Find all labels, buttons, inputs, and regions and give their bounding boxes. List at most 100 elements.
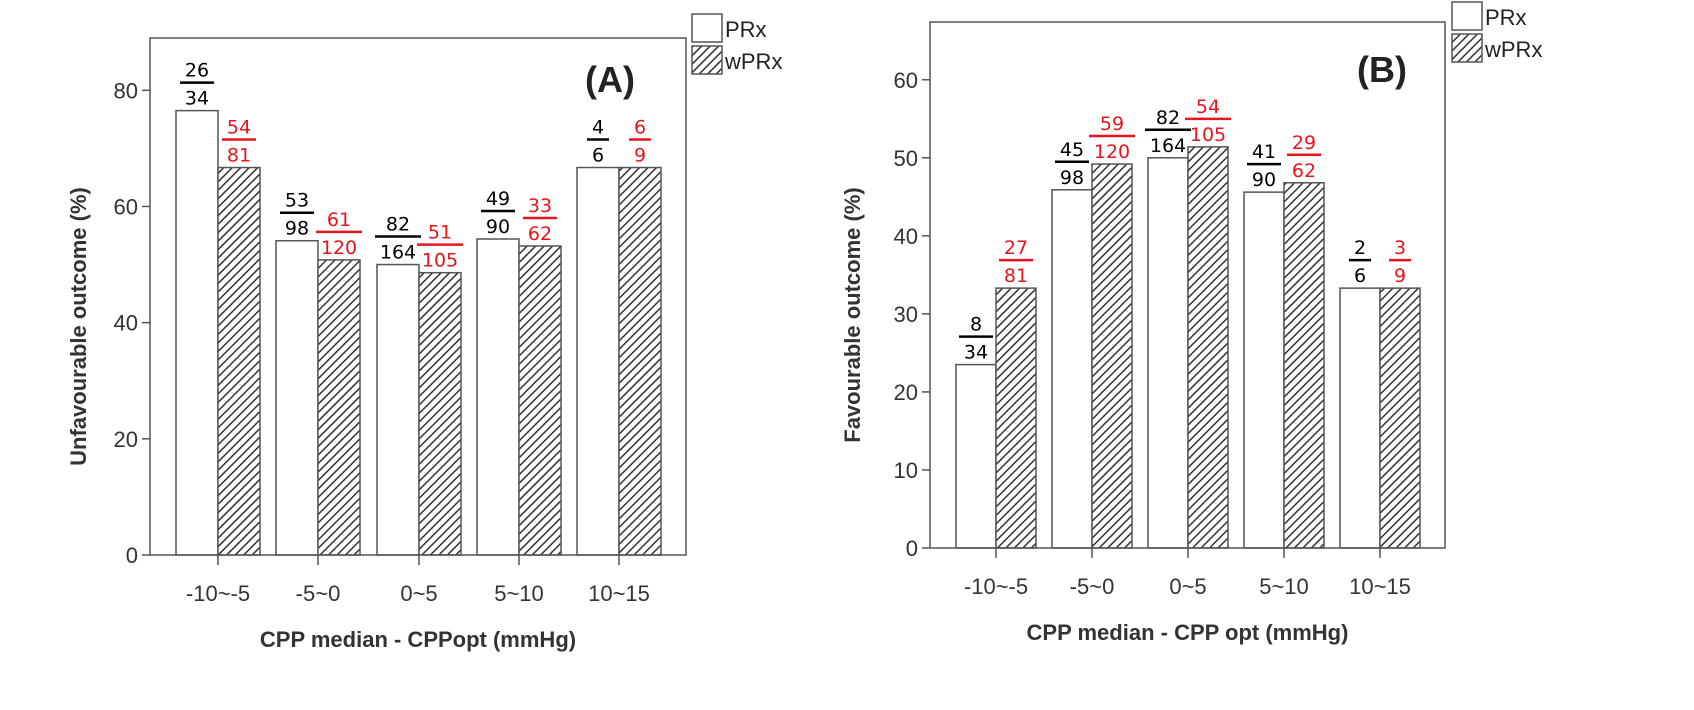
fraction-denominator: 98 bbox=[285, 218, 309, 240]
bar-prx-4 bbox=[1339, 287, 1381, 549]
bar-wprx-1 bbox=[317, 259, 361, 556]
y-tick-label: 0 bbox=[906, 536, 918, 561]
bar-prx-3 bbox=[1243, 191, 1285, 549]
fraction-numerator: 45 bbox=[1060, 139, 1084, 161]
legend: PRx wPRx bbox=[691, 13, 782, 75]
y-axis-label: Unfavourable outcome (%) bbox=[66, 187, 91, 466]
y-tick-label: 40 bbox=[894, 224, 918, 249]
bar-wprx-1 bbox=[1091, 163, 1133, 549]
fraction-numerator: 29 bbox=[1292, 132, 1316, 154]
x-tick-label: 10~15 bbox=[588, 581, 650, 606]
x-tick-label: -10~-5 bbox=[186, 581, 250, 606]
y-tick-label: 0 bbox=[126, 543, 138, 568]
bar-wprx-2 bbox=[418, 271, 462, 556]
bar-wprx-2 bbox=[1187, 146, 1229, 549]
fraction-denominator: 9 bbox=[1394, 265, 1406, 287]
bar-prx-2 bbox=[1147, 157, 1189, 549]
fraction-numerator: 53 bbox=[285, 190, 309, 212]
legend-swatch-wprx bbox=[1451, 33, 1483, 63]
fraction-denominator: 105 bbox=[1190, 124, 1226, 146]
legend-label-prx: PRx bbox=[725, 17, 767, 42]
y-tick-label: 50 bbox=[894, 146, 918, 171]
fraction-numerator: 61 bbox=[327, 209, 351, 231]
fraction-denominator: 120 bbox=[1094, 141, 1130, 163]
panel-label: (A) bbox=[585, 59, 635, 100]
panel-label: (B) bbox=[1357, 49, 1407, 90]
plot-frame bbox=[149, 37, 687, 556]
fraction-label-prx-4: 26 bbox=[1349, 237, 1371, 287]
bar-prx-1 bbox=[275, 239, 319, 556]
fraction-denominator: 90 bbox=[1252, 169, 1276, 191]
fraction-denominator: 6 bbox=[592, 145, 604, 167]
fraction-numerator: 2 bbox=[1354, 237, 1366, 259]
bar-wprx-4 bbox=[618, 166, 662, 556]
fraction-label-prx-4: 46 bbox=[587, 117, 609, 167]
y-tick-label: 20 bbox=[894, 380, 918, 405]
x-tick-label: 5~10 bbox=[1259, 574, 1309, 599]
x-tick-label: 10~15 bbox=[1349, 574, 1411, 599]
fraction-numerator: 54 bbox=[227, 117, 251, 139]
x-axis-label: CPP median - CPPopt (mmHg) bbox=[260, 627, 576, 652]
fraction-numerator: 82 bbox=[1156, 107, 1180, 129]
x-tick-label: -5~0 bbox=[296, 581, 341, 606]
bar-prx-0 bbox=[955, 363, 997, 549]
bar-prx-1 bbox=[1051, 189, 1093, 549]
fraction-denominator: 34 bbox=[185, 88, 209, 110]
bar-wprx-4 bbox=[1379, 287, 1421, 549]
x-axis-label: CPP median - CPP opt (mmHg) bbox=[1027, 620, 1349, 645]
fraction-denominator: 164 bbox=[380, 242, 416, 264]
fraction-numerator: 27 bbox=[1004, 237, 1028, 259]
bar-wprx-3 bbox=[518, 245, 562, 556]
legend-label-prx: PRx bbox=[1485, 5, 1527, 30]
legend-swatch-prx bbox=[691, 13, 723, 43]
legend-label-wprx: wPRx bbox=[1484, 37, 1542, 62]
bar-wprx-3 bbox=[1283, 182, 1325, 549]
bar-prx-3 bbox=[476, 238, 520, 556]
fraction-denominator: 6 bbox=[1354, 265, 1366, 287]
bar-prx-2 bbox=[376, 263, 420, 556]
fraction-numerator: 26 bbox=[185, 60, 209, 82]
fraction-denominator: 81 bbox=[1004, 265, 1028, 287]
x-tick-label: 0~5 bbox=[400, 581, 437, 606]
fraction-label-wprx-4: 69 bbox=[629, 117, 651, 167]
fraction-numerator: 54 bbox=[1196, 96, 1220, 118]
fraction-numerator: 59 bbox=[1100, 113, 1124, 135]
x-tick-label: 5~10 bbox=[494, 581, 544, 606]
bar-prx-0 bbox=[175, 109, 219, 556]
y-tick-label: 60 bbox=[114, 194, 138, 219]
fraction-denominator: 62 bbox=[528, 223, 552, 245]
fraction-numerator: 49 bbox=[486, 188, 510, 210]
legend: PRx wPRx bbox=[1451, 1, 1542, 63]
bar-wprx-0 bbox=[217, 166, 261, 556]
fraction-denominator: 98 bbox=[1060, 167, 1084, 189]
x-tick-label: -5~0 bbox=[1070, 574, 1115, 599]
y-tick-label: 10 bbox=[894, 458, 918, 483]
fraction-denominator: 81 bbox=[227, 145, 251, 167]
y-tick-label: 30 bbox=[894, 302, 918, 327]
y-tick-label: 40 bbox=[114, 311, 138, 336]
y-axis-label: Favourable outcome (%) bbox=[840, 187, 865, 442]
legend-swatch-wprx bbox=[691, 45, 723, 75]
x-tick-label: 0~5 bbox=[1169, 574, 1206, 599]
fraction-label-wprx-4: 39 bbox=[1389, 237, 1411, 287]
fraction-numerator: 41 bbox=[1252, 141, 1276, 163]
x-tick-label: -10~-5 bbox=[964, 574, 1028, 599]
y-tick-label: 80 bbox=[114, 78, 138, 103]
fraction-denominator: 62 bbox=[1292, 160, 1316, 182]
bar-prx-4 bbox=[576, 166, 620, 556]
fraction-denominator: 120 bbox=[321, 237, 357, 259]
fraction-denominator: 105 bbox=[422, 250, 458, 272]
fraction-numerator: 4 bbox=[592, 117, 604, 139]
